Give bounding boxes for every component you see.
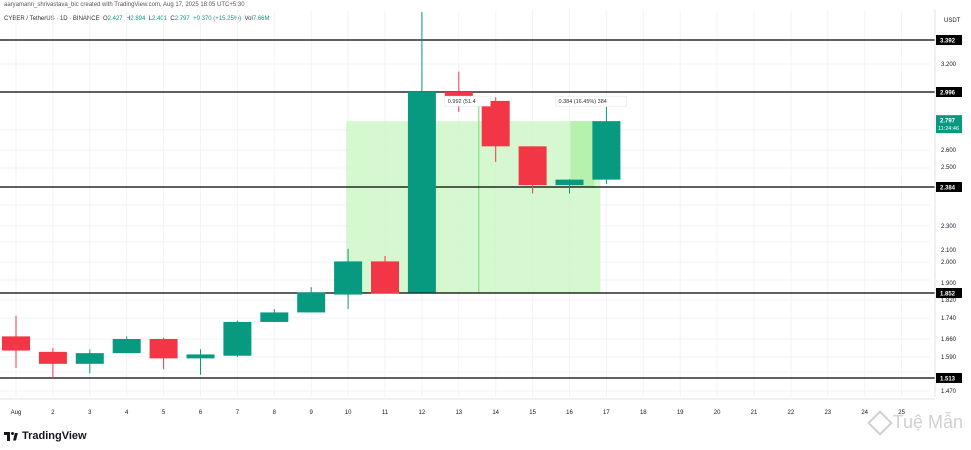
currency-label: USDT (944, 18, 961, 24)
x-tick-label: 12 (419, 410, 426, 416)
candle-body[interactable] (334, 261, 363, 295)
open-label: O (102, 16, 108, 22)
y-tick-label: 1.740 (941, 316, 957, 322)
x-tick-label: 7 (236, 410, 240, 416)
close-value: 2.797 (174, 16, 190, 22)
candle-body[interactable] (555, 179, 584, 186)
x-tick-label: 16 (566, 410, 573, 416)
candle-body[interactable] (112, 339, 141, 354)
level-price-label: 3.392 (940, 39, 956, 45)
x-tick-label: 13 (455, 410, 462, 416)
y-tick-label: 1.660 (941, 337, 957, 343)
level-price-box (936, 35, 962, 45)
y-tick-label: 2.500 (941, 165, 957, 171)
tradingview-logo: TradingView (4, 430, 87, 442)
measure-label-box (555, 95, 627, 107)
candle-body[interactable] (481, 100, 510, 147)
level-price-box (936, 87, 962, 97)
y-tick-label: 1.820 (941, 298, 957, 304)
level-price-box (936, 288, 962, 298)
candle-body[interactable] (297, 292, 326, 313)
tradingview-logo-text: TradingView (22, 430, 87, 442)
watermark-diamond-icon (866, 409, 893, 436)
x-tick-label: 24 (861, 410, 868, 416)
candle-body[interactable] (407, 92, 436, 293)
x-tick-label: 25 (898, 410, 905, 416)
change-value: +0.370 (+15.25%) (193, 16, 242, 22)
candle-body[interactable] (518, 146, 547, 186)
watermark: Tuệ Mẫn (866, 409, 963, 436)
x-tick-label: 17 (603, 410, 610, 416)
measure-label: 0.384 (16.45%) 384 (559, 99, 607, 105)
x-tick-label: 9 (310, 410, 314, 416)
candle-body[interactable] (223, 321, 252, 356)
x-tick-label: Aug (11, 410, 22, 416)
y-tick-label: 2.600 (941, 148, 957, 154)
x-tick-label: 10 (345, 410, 352, 416)
x-tick-label: 4 (125, 410, 129, 416)
low-label: L (148, 16, 153, 22)
high-value: 2.894 (130, 16, 146, 22)
x-tick-label: 8 (273, 410, 277, 416)
measure-zone-highlight (570, 121, 595, 187)
candle-body[interactable] (371, 261, 399, 294)
y-tick-label: 2.000 (941, 260, 957, 266)
low-value: 2.401 (152, 16, 168, 22)
candle-body[interactable] (260, 312, 289, 322)
candle-body[interactable] (2, 336, 30, 351)
x-tick-label: 20 (714, 410, 721, 416)
candle-body[interactable] (186, 354, 215, 359)
x-tick-label: 14 (492, 410, 499, 416)
y-tick-label: 1.900 (941, 281, 957, 287)
candle-body[interactable] (149, 339, 178, 359)
y-tick-label: 3.200 (941, 62, 957, 68)
x-tick-label: 22 (788, 410, 795, 416)
high-label: H (125, 16, 131, 22)
x-tick-label: 2 (51, 410, 55, 416)
x-tick-label: 15 (529, 410, 536, 416)
symbol-name[interactable]: CYBER / TetherUS · 1D · BINANCE (4, 16, 100, 22)
close-label: C (170, 16, 175, 22)
tradingview-logo-icon (4, 431, 18, 441)
chart-credit: aaryamann_shrivastava_bic created with T… (4, 2, 245, 8)
y-tick-label: 1.470 (941, 389, 957, 395)
x-tick-label: 23 (824, 410, 831, 416)
x-tick-label: 5 (162, 410, 166, 416)
level-price-label: 1.852 (940, 292, 956, 298)
x-tick-label: 18 (640, 410, 647, 416)
x-tick-label: 19 (677, 410, 684, 416)
level-price-label: 2.996 (940, 91, 956, 97)
current-price-label: 2.797 (940, 119, 956, 125)
symbol-legend: CYBER / TetherUS · 1D · BINANCE O2.427 H… (4, 16, 270, 22)
candle-countdown: 11:24:46 (938, 126, 959, 132)
level-price-box (936, 373, 962, 383)
watermark-text: Tuệ Mẫn (892, 412, 963, 432)
open-value: 2.427 (107, 16, 123, 22)
x-tick-label: 6 (199, 410, 203, 416)
level-price-label: 1.513 (940, 377, 956, 383)
level-price-box (936, 182, 962, 192)
current-price-box (936, 115, 962, 134)
candle-body[interactable] (592, 121, 621, 180)
x-tick-label: 21 (751, 410, 758, 416)
level-price-label: 2.384 (940, 186, 956, 192)
volume-label: Vol (244, 16, 253, 22)
y-tick-label: 2.300 (941, 224, 957, 230)
measure-label: 0.992 (51.4 (448, 99, 476, 105)
x-tick-label: 11 (382, 410, 389, 416)
volume-value: 7.66M (252, 16, 270, 22)
measure-label-box (444, 95, 491, 107)
candle-body[interactable] (75, 353, 104, 364)
candle-body[interactable] (38, 351, 67, 364)
y-tick-label: 2.100 (941, 248, 957, 254)
y-tick-label: 1.590 (941, 355, 957, 361)
x-tick-label: 3 (88, 410, 92, 416)
